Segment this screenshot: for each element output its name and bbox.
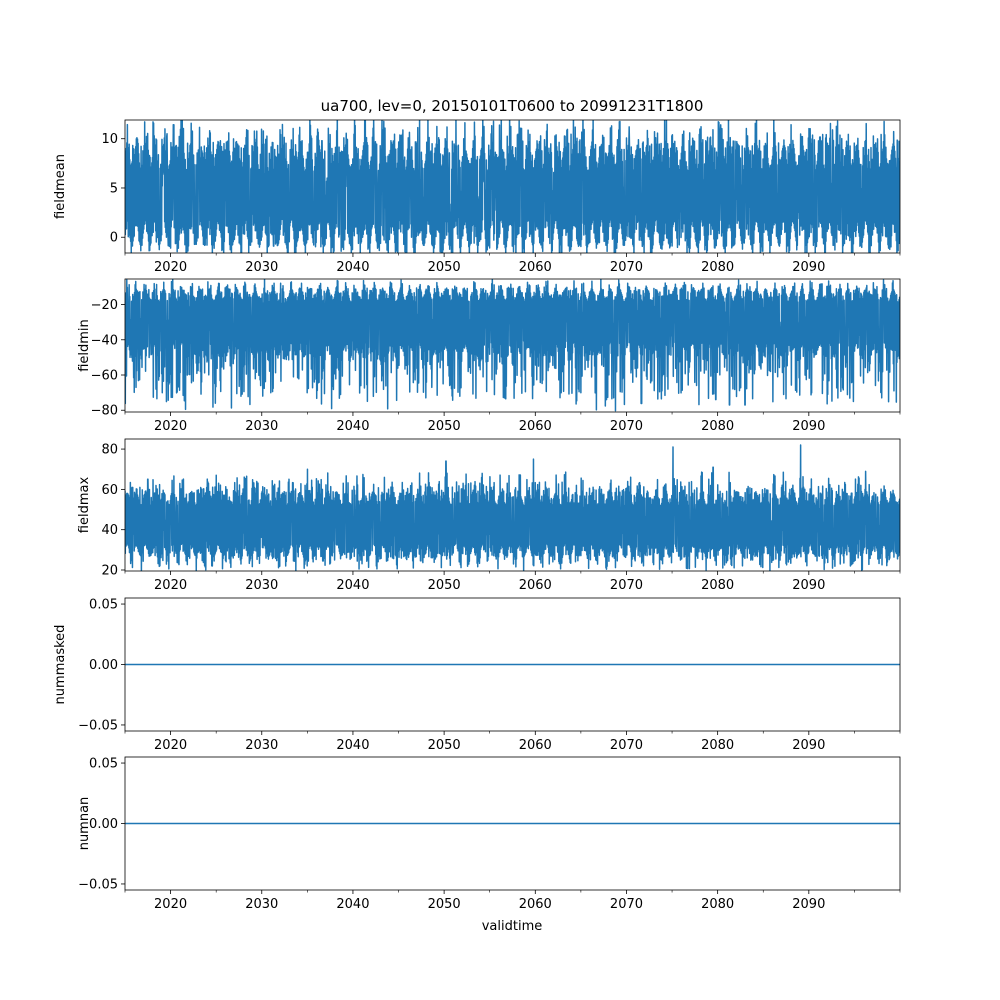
y-tick-label: 20: [101, 563, 118, 578]
x-tick-label: 2070: [610, 578, 643, 593]
y-tick-label: −60: [91, 369, 118, 384]
x-tick-label: 2020: [154, 260, 187, 275]
axes-frame-fieldmin: [124, 278, 901, 413]
x-tick-label: 2060: [519, 260, 552, 275]
x-tick-label: 2070: [610, 738, 643, 753]
y-tick-label: −0.05: [78, 718, 118, 733]
y-tick-label: 0.00: [89, 658, 118, 673]
x-tick-label: 2030: [245, 260, 278, 275]
y-tick-label: 0.05: [89, 757, 118, 772]
y-tick-label: −20: [91, 298, 118, 313]
x-tick-label: 2040: [336, 897, 369, 912]
subplot-nummasked: −0.05 0.00 0.05 2020 2030 2040 2050 2060 2070 208…: [53, 598, 901, 753]
subplot-numnan: −0.05 0.00 0.05 2020 2030 2040 2050 2060 2070 208…: [77, 757, 901, 912]
x-tick-label: 2060: [519, 419, 552, 434]
x-tick-label: 2080: [701, 738, 734, 753]
x-tick-label: 2080: [701, 419, 734, 434]
x-tick-label: 2030: [245, 738, 278, 753]
x-tick-label: 2080: [701, 578, 734, 593]
series-line-fieldmax: [125, 444, 900, 571]
x-tick-label: 2040: [336, 260, 369, 275]
subplot-fieldmean: 0 5 10 2020 2030 2040 2050 2060 2070 2080 2090 fiel…: [53, 119, 901, 275]
x-tick-label: 2020: [154, 578, 187, 593]
x-tick-label: 2060: [519, 578, 552, 593]
x-tick-label: 2050: [428, 419, 461, 434]
subplot-fieldmin: −80 −60 −40 −20 2020 2030 2040 2050 2060 2070 2080…: [77, 278, 901, 434]
x-tick-label: 2090: [792, 419, 825, 434]
y-tick-label: 0: [110, 231, 118, 246]
x-tick-label: 2030: [245, 578, 278, 593]
y-tick-label: 10: [101, 132, 118, 147]
x-tick-label: 2080: [701, 260, 734, 275]
series-line-fieldmin: [125, 279, 900, 412]
axes-frame-fieldmean: [124, 119, 901, 254]
y-tick-label: 0.00: [89, 817, 118, 832]
y-tick-label: 40: [101, 523, 118, 538]
x-tick-label: 2050: [428, 738, 461, 753]
x-tick-label: 2020: [154, 419, 187, 434]
x-tick-label: 2090: [792, 260, 825, 275]
x-tick-label: 2050: [428, 897, 461, 912]
y-axis-label-nummasked: nummasked: [53, 625, 68, 705]
x-tick-label: 2040: [336, 738, 369, 753]
y-tick-label: 80: [101, 443, 118, 458]
y-tick-label: 60: [101, 483, 118, 498]
y-tick-label: 5: [110, 181, 118, 196]
x-tick-label: 2020: [154, 738, 187, 753]
y-tick-label: −80: [91, 404, 118, 419]
chart-title: ua700, lev=0, 20150101T0600 to 20991231T…: [321, 97, 704, 115]
x-tick-label: 2030: [245, 897, 278, 912]
x-tick-label: 2080: [701, 897, 734, 912]
x-tick-label: 2060: [519, 738, 552, 753]
y-axis-label-fieldmin: fieldmin: [77, 319, 92, 372]
series-line-fieldmean: [125, 120, 900, 253]
x-tick-label: 2050: [428, 578, 461, 593]
x-tick-label: 2050: [428, 260, 461, 275]
x-tick-label: 2040: [336, 578, 369, 593]
x-tick-label: 2090: [792, 897, 825, 912]
y-tick-label: −40: [91, 333, 118, 348]
y-tick-label: −0.05: [78, 877, 118, 892]
x-tick-label: 2060: [519, 897, 552, 912]
x-tick-label: 2090: [792, 738, 825, 753]
x-tick-label: 2070: [610, 897, 643, 912]
x-tick-label: 2070: [610, 260, 643, 275]
y-tick-label: 0.05: [89, 598, 118, 613]
x-tick-label: 2090: [792, 578, 825, 593]
y-axis-label-fieldmax: fieldmax: [77, 477, 92, 534]
x-tick-label: 2040: [336, 419, 369, 434]
x-tick-label: 2020: [154, 897, 187, 912]
y-axis-label-numnan: numnan: [77, 797, 92, 851]
axes-frame-fieldmax: [124, 438, 901, 572]
x-tick-label: 2070: [610, 419, 643, 434]
x-axis-label: validtime: [482, 919, 543, 934]
y-axis-label-fieldmean: fieldmean: [53, 154, 68, 219]
x-tick-label: 2030: [245, 419, 278, 434]
